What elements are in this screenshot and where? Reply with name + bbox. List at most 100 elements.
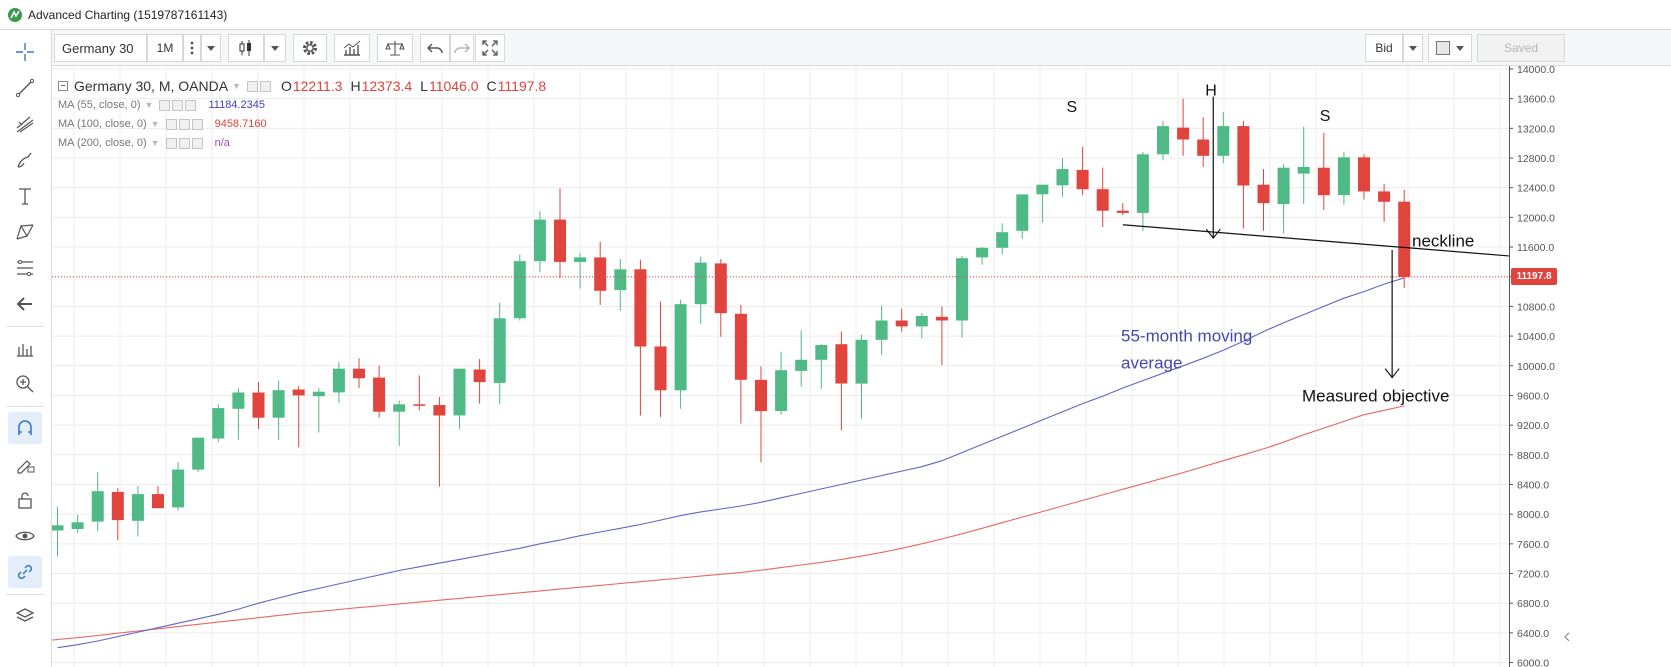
ma200-dropdown-icon[interactable]: ▼ [150,138,160,148]
crosshair-icon[interactable] [8,36,42,68]
candle-body [373,377,386,412]
settings-icon[interactable] [259,80,271,92]
saved-button[interactable]: Saved [1477,34,1565,62]
head-arrow-head [1205,228,1221,240]
undo-icon[interactable] [420,34,450,62]
candle-up [91,471,104,532]
trend-line-icon[interactable] [8,72,42,104]
layers-icon[interactable] [8,600,42,632]
candle-body [172,469,185,508]
candle-down [1317,132,1330,210]
pitchfork-icon[interactable] [8,108,42,140]
price-tick-label: 7600.0 [1517,539,1549,551]
back-arrow-icon[interactable] [8,288,42,320]
settings-gear-icon[interactable] [293,34,327,62]
candle-up [212,404,225,443]
price-tick-label: 14000.0 [1517,66,1555,76]
ma55-value: 11184.2345 [208,99,265,111]
price-tick-label: 9600.0 [1517,390,1549,402]
interval-dropdown-icon[interactable] [201,34,221,62]
candle-down [1358,154,1370,200]
candle-down [413,375,426,411]
candle-body [272,390,285,418]
compare-scale-icon[interactable] [377,34,413,62]
ma200-legend: MA (200, close, 0) ▼ n/a [58,137,230,149]
candle-body [111,491,124,521]
price-tick-label: 7200.0 [1517,569,1549,581]
price-tick-label: 13200.0 [1517,123,1555,135]
candle-body [855,339,868,384]
ma100-dropdown-icon[interactable]: ▼ [150,119,160,129]
interval-menu-icon[interactable] [183,34,201,62]
window-title: Advanced Charting (1519787161143) [28,8,228,22]
ma100-settings-icon[interactable] [178,118,190,130]
candle-body [815,345,828,360]
visibility-icon[interactable] [246,80,258,92]
candle-body [1358,157,1370,192]
candle-body [734,313,747,380]
ma200-visibility-icon[interactable] [165,137,177,149]
text-tool-icon[interactable] [8,180,42,212]
candlestick-type-icon[interactable] [228,34,264,62]
candle-body [1237,126,1250,186]
magnet-icon[interactable] [8,412,42,444]
series-dropdown-icon[interactable]: ▼ [232,81,241,91]
candle-up [52,506,64,557]
candle-body [1076,169,1089,190]
indicators-icon[interactable] [334,34,370,62]
pattern-tool-icon[interactable] [8,216,42,248]
ma200-value: n/a [214,137,230,149]
unlock-icon[interactable] [8,484,42,516]
ma55-remove-icon[interactable] [185,99,197,111]
candle-body [714,263,727,314]
candle-up [775,351,788,415]
price-tick-label: 9200.0 [1517,420,1549,432]
collapse-legend-icon[interactable] [58,81,68,91]
candle-down [353,358,365,389]
candle-body [1056,169,1069,186]
fullscreen-icon[interactable] [475,34,505,62]
candle-body [493,318,506,383]
candle-body [976,247,989,258]
ma100-remove-icon[interactable] [191,118,203,130]
candle-up [453,368,466,429]
price-tick-label: 11600.0 [1517,242,1554,254]
ma100-visibility-icon[interactable] [165,118,177,130]
interval-button[interactable]: 1M [147,34,183,62]
ma55-settings-icon[interactable] [172,99,184,111]
ma55-visibility-icon[interactable] [159,99,171,111]
toolbar-divider [6,406,44,407]
price-type-button[interactable]: Bid [1365,34,1403,62]
eye-icon[interactable] [8,520,42,552]
close-label: C [486,78,497,94]
ma200-settings-icon[interactable] [178,137,190,149]
candle-up [272,380,285,440]
chart-type-dropdown-icon[interactable] [264,34,286,62]
candle-up [1297,126,1310,205]
price-tick-label: 6800.0 [1517,598,1549,610]
price-tick-label: 13600.0 [1517,94,1555,106]
brush-icon[interactable] [8,144,42,176]
ma55-dropdown-icon[interactable]: ▼ [144,100,154,110]
link-icon[interactable] [8,556,42,588]
ma100-label: MA (100, close, 0) [58,118,147,130]
layout-select[interactable] [1428,34,1472,62]
fib-retracement-icon[interactable] [8,252,42,284]
candle-body [775,370,788,411]
redo-icon[interactable] [450,34,474,62]
measure-icon[interactable] [8,332,42,364]
candle-body [996,232,1009,248]
symbol-input[interactable]: Germany 30 [54,34,147,62]
ma55-line [57,277,1405,649]
candle-body [1036,184,1049,195]
candle-body [393,404,406,412]
ma-label-line2: average [1121,354,1182,373]
candle-body [956,258,968,321]
candle-body [1136,154,1149,213]
zoom-in-icon[interactable] [8,368,42,400]
price-type-dropdown-icon[interactable] [1403,34,1423,62]
ma200-remove-icon[interactable] [191,137,203,149]
lock-drawing-icon[interactable] [8,448,42,480]
